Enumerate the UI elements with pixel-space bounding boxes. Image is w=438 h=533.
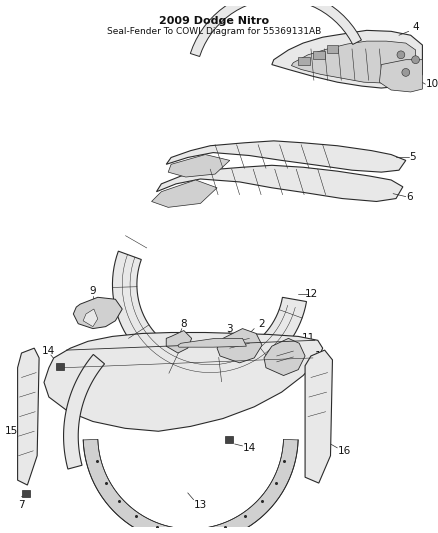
Polygon shape	[83, 309, 98, 327]
Bar	[21, 490, 30, 497]
Text: 7: 7	[18, 499, 25, 510]
Text: 6: 6	[406, 191, 413, 201]
Bar	[56, 363, 64, 370]
Polygon shape	[44, 333, 323, 431]
Bar	[298, 56, 310, 64]
Polygon shape	[83, 439, 298, 533]
Text: 10: 10	[425, 79, 438, 89]
Polygon shape	[379, 60, 422, 92]
Bar	[313, 51, 325, 59]
Polygon shape	[152, 180, 217, 207]
Polygon shape	[217, 328, 262, 363]
Text: 12: 12	[304, 289, 318, 300]
Text: 13: 13	[194, 499, 207, 510]
Polygon shape	[18, 348, 39, 485]
Bar	[225, 436, 233, 443]
Text: 14: 14	[42, 346, 56, 356]
Text: 16: 16	[338, 446, 351, 456]
Polygon shape	[291, 41, 416, 83]
Polygon shape	[264, 338, 305, 376]
Polygon shape	[305, 350, 332, 483]
Polygon shape	[178, 338, 247, 347]
Text: 2: 2	[259, 319, 265, 329]
Polygon shape	[113, 251, 307, 382]
Text: 15: 15	[5, 426, 18, 437]
Text: Seal-Fender To COWL Diagram for 55369131AB: Seal-Fender To COWL Diagram for 55369131…	[107, 27, 321, 36]
Polygon shape	[166, 330, 192, 353]
Polygon shape	[166, 141, 406, 172]
Text: 8: 8	[180, 319, 187, 329]
Text: 9: 9	[90, 286, 96, 296]
Bar	[327, 45, 338, 53]
Polygon shape	[73, 297, 122, 328]
Text: 5: 5	[409, 152, 415, 163]
Text: 4: 4	[412, 22, 419, 33]
Circle shape	[412, 56, 420, 63]
Text: 3: 3	[226, 324, 233, 334]
Text: 14: 14	[243, 443, 256, 453]
Text: 2009 Dodge Nitro: 2009 Dodge Nitro	[159, 15, 269, 26]
Circle shape	[402, 69, 410, 76]
Polygon shape	[64, 354, 105, 469]
Circle shape	[397, 51, 405, 59]
Text: 1: 1	[314, 351, 321, 361]
Text: 11: 11	[301, 333, 314, 343]
Polygon shape	[156, 165, 403, 201]
Polygon shape	[168, 155, 230, 177]
Polygon shape	[191, 0, 361, 56]
Polygon shape	[272, 30, 422, 88]
